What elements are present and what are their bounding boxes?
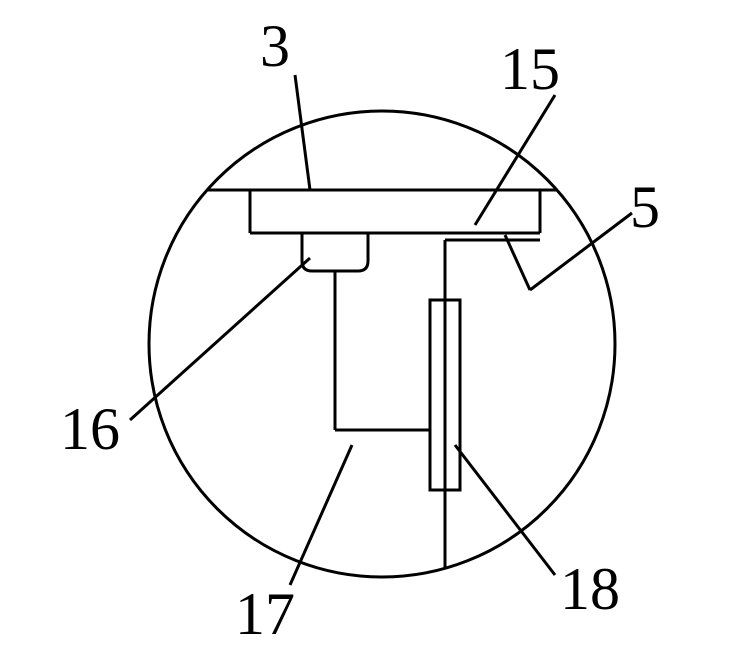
label-3: 3: [260, 12, 290, 81]
block-16: [302, 233, 368, 271]
label-5: 5: [630, 173, 660, 242]
leader-3: [295, 75, 310, 190]
leader-5-fork: [505, 235, 530, 290]
leader-15: [475, 95, 555, 225]
label-18: 18: [560, 555, 620, 624]
diagram-svg: [0, 0, 747, 663]
leader-17: [290, 445, 352, 585]
label-15: 15: [500, 35, 560, 104]
label-17: 17: [235, 580, 295, 649]
label-16: 16: [60, 395, 120, 464]
leader-18: [455, 445, 555, 575]
detail-circle: [149, 111, 615, 577]
